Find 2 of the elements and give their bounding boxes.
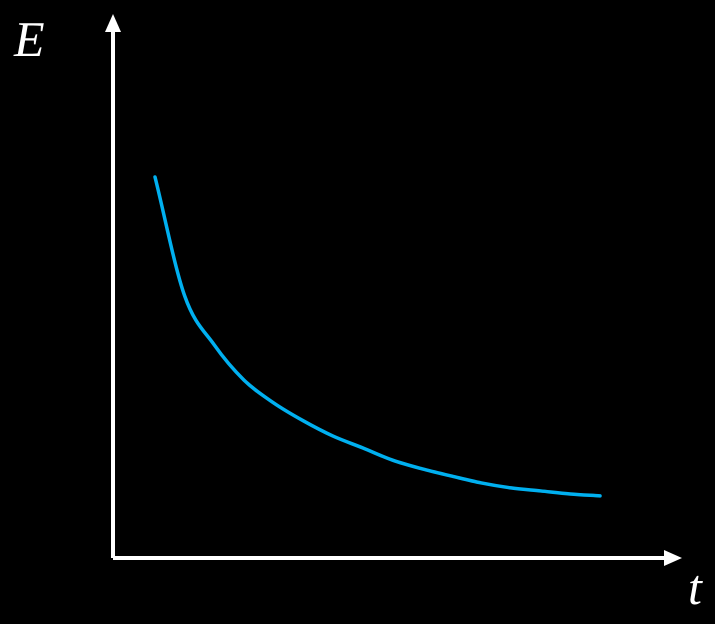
x-axis-title: t	[688, 559, 702, 615]
y-axis-title: E⃗	[14, 11, 84, 67]
